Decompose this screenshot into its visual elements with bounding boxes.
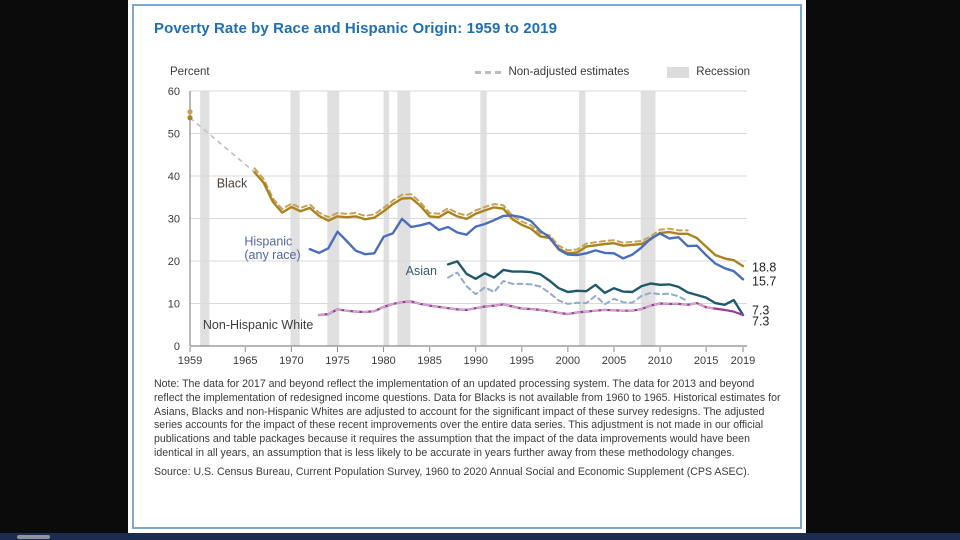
y-tick-label: 30 [168, 214, 180, 226]
y-tick-label: 0 [174, 341, 180, 353]
dashed-line-swatch [475, 70, 502, 74]
connector-line [189, 117, 256, 173]
x-tick-label: 1990 [463, 355, 487, 367]
legend-item-nonadjusted: Non-adjusted estimates [475, 66, 629, 78]
y-tick-label: 40 [168, 171, 180, 183]
source-text: Source: U.S. Census Bureau, Current Popu… [154, 465, 750, 478]
poverty-rate-line-chart: 0 10 20 30 40 50 60 1959 1965 1970 1975 1980 1985 199… [168, 86, 777, 367]
series-line-hispanic [308, 214, 745, 281]
chart-title: Poverty Rate by Race and Hispanic Origin… [154, 20, 558, 37]
end-label-nh-white: 7.3 [752, 314, 769, 328]
note-text: Note: The data for 2017 and beyond refle… [154, 378, 781, 459]
y-axis-title: Percent [170, 66, 210, 78]
end-label-hispanic: 15.7 [752, 274, 776, 288]
chart-panel: Poverty Rate by Race and Hispanic Origin… [132, 4, 802, 529]
data-point-1959-black [187, 115, 193, 121]
series-label: Hispanic (any race) [244, 234, 300, 262]
x-tick-label: 1980 [371, 355, 395, 367]
y-tick-label: 10 [168, 299, 180, 311]
y-tick-label: 60 [168, 86, 180, 98]
x-tick-label: 2015 [694, 355, 718, 367]
series-line-asian-nonadjusted [447, 271, 689, 306]
series-line-asian [446, 260, 745, 317]
legend-label-recession: Recession [696, 66, 750, 78]
x-tick-label: 2019 [731, 355, 755, 367]
data-point-1959-black-nonadjusted [187, 109, 193, 115]
x-tick-label: 2005 [602, 355, 626, 367]
recession-band-swatch [667, 66, 690, 78]
legend: Non-adjusted estimates Recession [475, 66, 750, 78]
legend-item-recession: Recession [667, 66, 750, 78]
end-label-asian: 7.3 [752, 303, 769, 317]
series-line-black-nonadjusted [253, 167, 689, 252]
x-tick-label: 2000 [556, 355, 580, 367]
end-label-black: 18.8 [752, 260, 776, 274]
x-tick-label: 2010 [648, 355, 672, 367]
x-tick-label: 1995 [510, 355, 534, 367]
chart-header: Percent Non-adjusted estimates Recession [170, 66, 750, 78]
footnotes: Note: The data for 2017 and beyond refle… [154, 378, 784, 484]
series-line-black [253, 170, 745, 268]
x-tick-label: 1959 [178, 355, 202, 367]
series-label: Asian [406, 264, 437, 278]
x-tick-label: 1965 [233, 355, 257, 367]
legend-label-nonadjusted: Non-adjusted estimates [508, 66, 630, 78]
y-tick-label: 50 [168, 129, 180, 141]
document-page: Poverty Rate by Race and Hispanic Origin… [128, 0, 806, 533]
bottom-taskbar [0, 533, 960, 540]
y-tick-label: 20 [168, 256, 180, 268]
taskbar-indicator[interactable] [17, 535, 50, 539]
x-tick-label: 1970 [279, 355, 303, 367]
series-label: Black [217, 177, 248, 191]
x-tick-label: 1985 [417, 355, 441, 367]
series-line-nh-white-nonadjusted [318, 300, 717, 316]
series-label: Non-Hispanic White [203, 318, 314, 332]
x-tick-label: 1975 [325, 355, 349, 367]
